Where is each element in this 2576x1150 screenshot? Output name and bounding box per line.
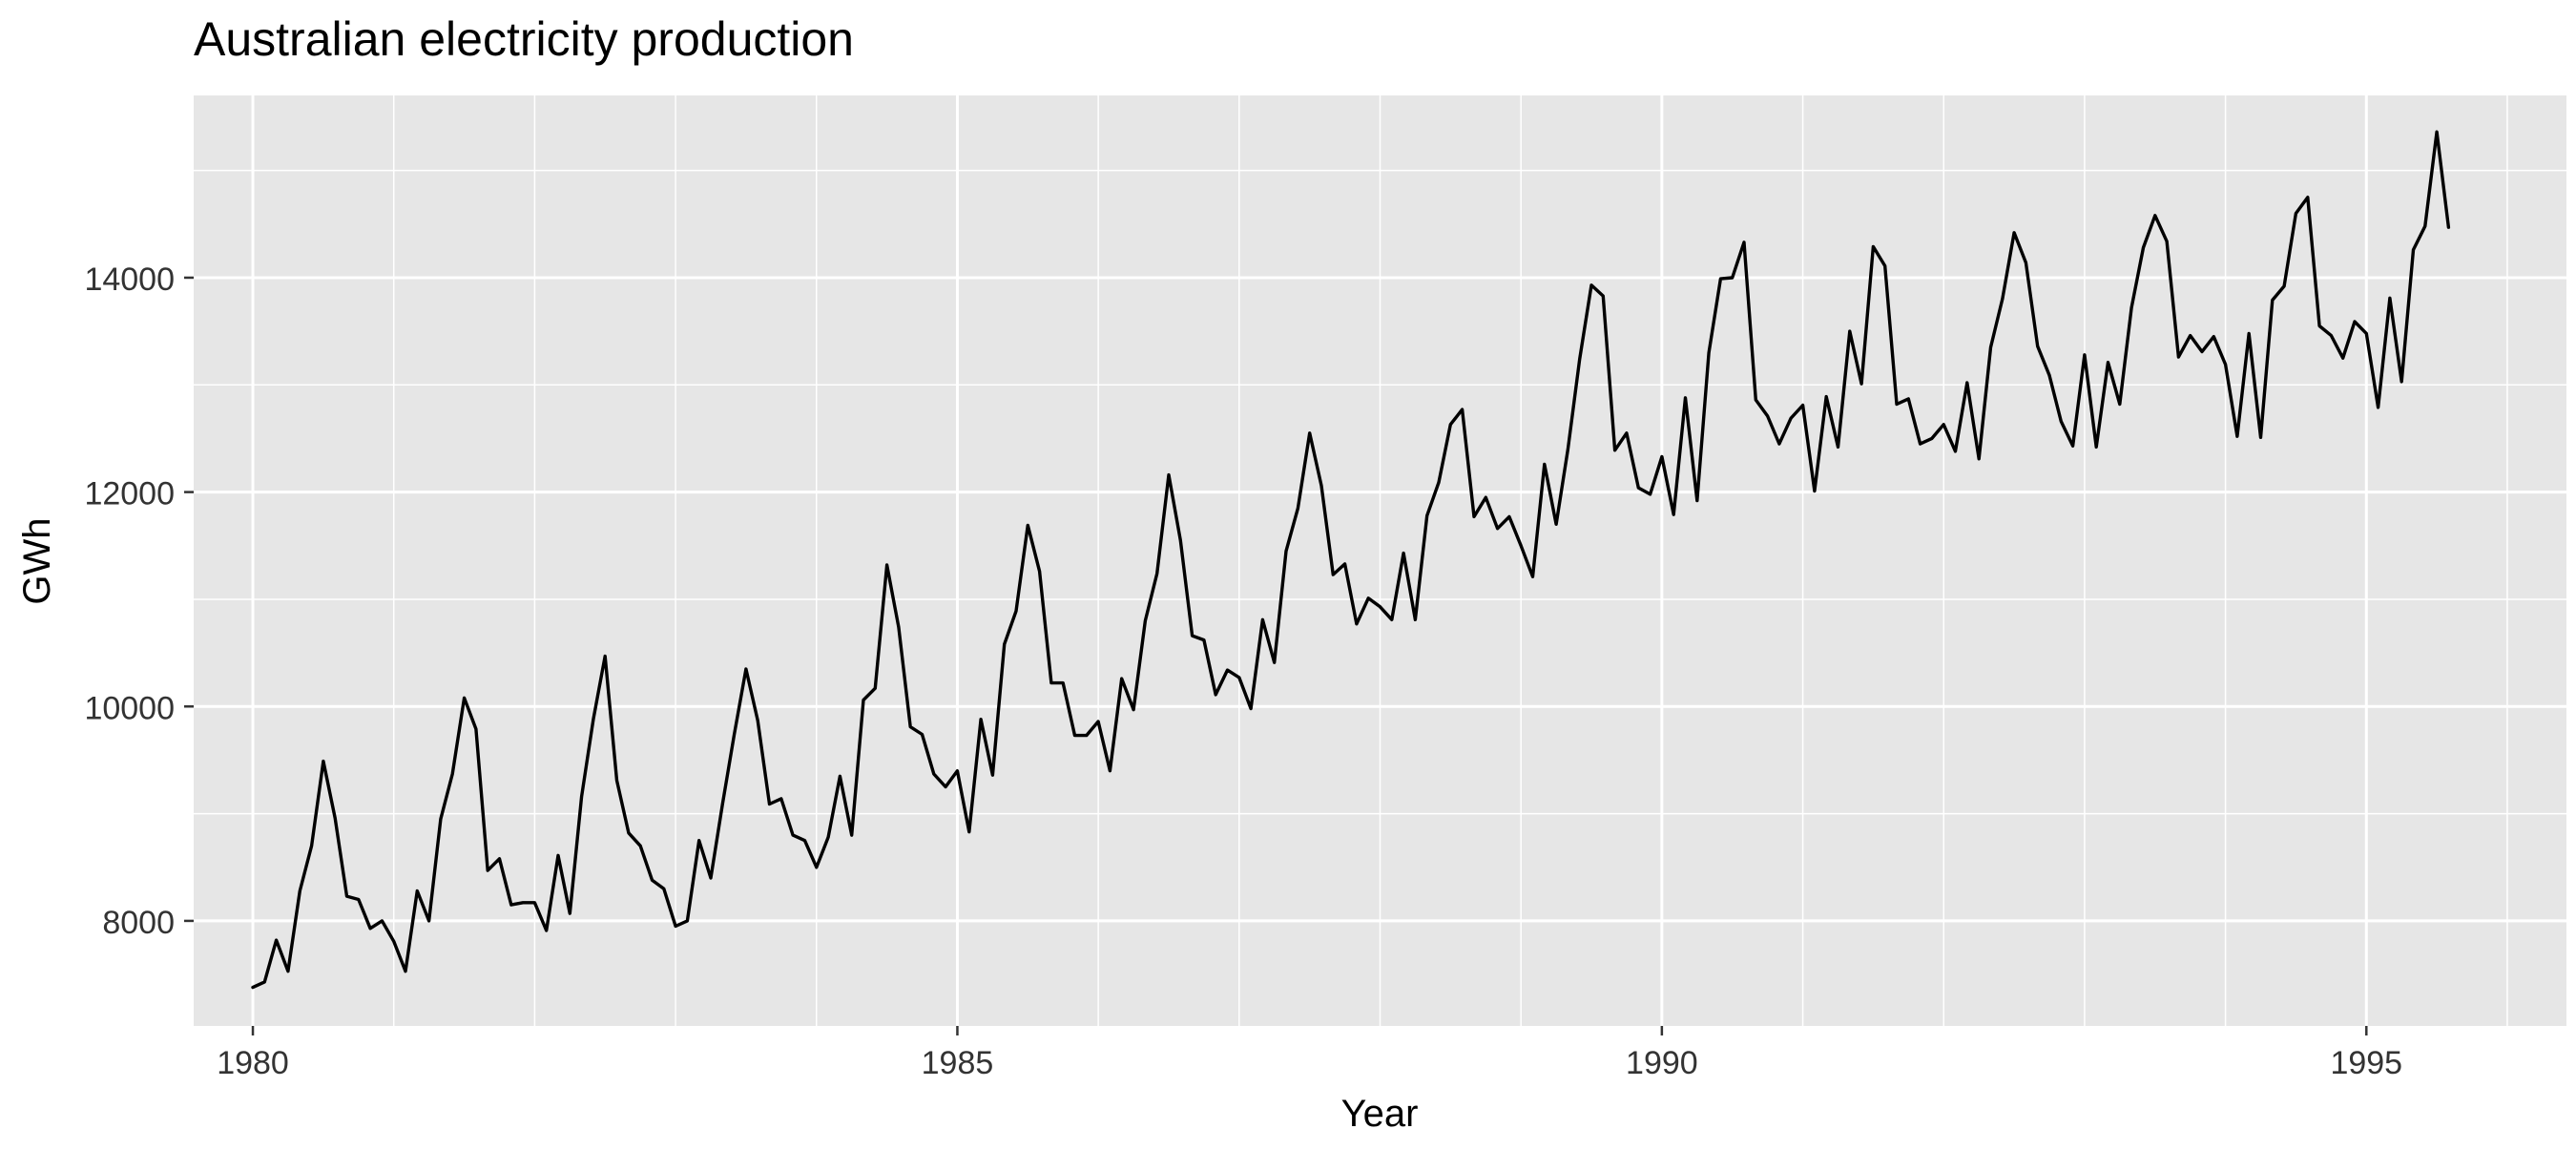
y-tick-label: 8000 — [102, 905, 175, 941]
y-axis: 8000 10000 12000 14000 — [84, 261, 194, 941]
series-line — [251, 130, 2451, 990]
chart-title: Australian electricity production — [194, 12, 854, 66]
y-axis-title: GWh — [16, 517, 58, 604]
minor-gridlines — [194, 95, 2566, 1026]
y-tick-label: 12000 — [84, 476, 175, 512]
series-layer — [251, 130, 2451, 990]
x-tick-label: 1995 — [2330, 1045, 2402, 1081]
major-gridlines — [194, 95, 2566, 1026]
x-tick-label: 1985 — [922, 1045, 994, 1081]
x-tick-label: 1980 — [217, 1045, 289, 1081]
x-tick-label: 1990 — [1626, 1045, 1698, 1081]
y-tick-label: 14000 — [84, 261, 175, 298]
x-axis-title: Year — [1341, 1093, 1419, 1135]
y-tick-label: 10000 — [84, 690, 175, 726]
x-axis: 1980 1985 1990 1995 — [217, 1026, 2402, 1081]
